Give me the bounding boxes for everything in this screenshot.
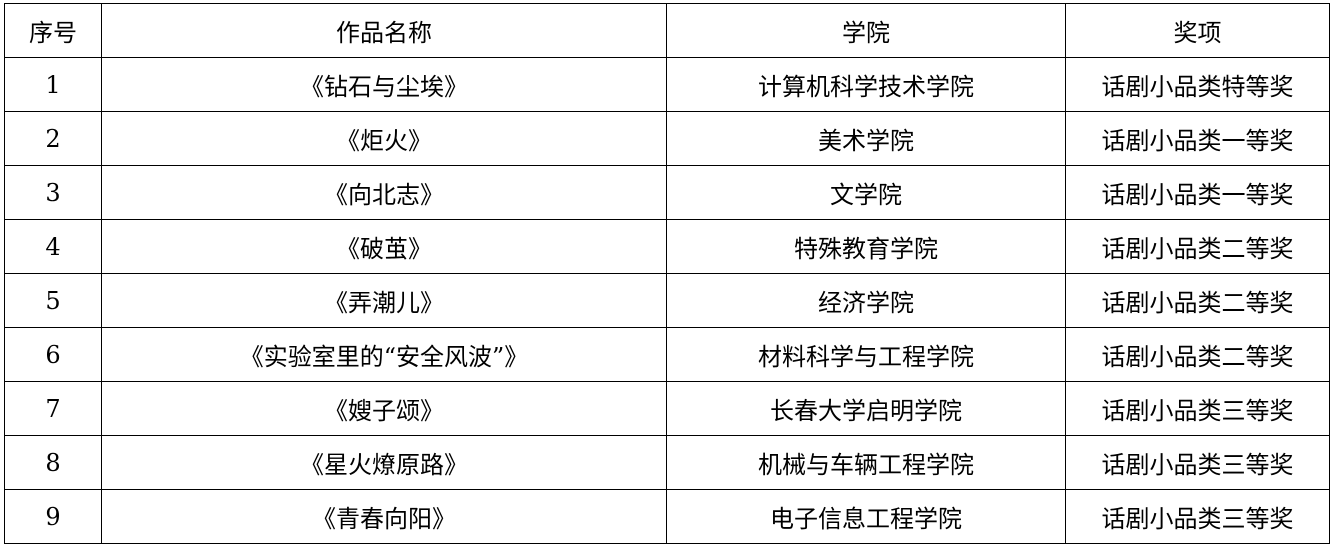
cell-no: 8 [4, 435, 102, 490]
table-row: 7 《嫂子颂》 长春大学启明学院 话剧小品类三等奖 [4, 381, 1330, 436]
cell-title: 《炬火》 [101, 111, 667, 166]
cell-no: 7 [4, 381, 102, 436]
cell-award: 话剧小品类一等奖 [1065, 165, 1330, 220]
table-row: 4 《破茧》 特殊教育学院 话剧小品类二等奖 [4, 219, 1330, 274]
cell-award: 话剧小品类三等奖 [1065, 381, 1330, 436]
cell-title: 《向北志》 [101, 165, 667, 220]
cell-award: 话剧小品类二等奖 [1065, 219, 1330, 274]
cell-award: 话剧小品类三等奖 [1065, 489, 1330, 544]
cell-no: 9 [4, 489, 102, 544]
cell-title: 《嫂子颂》 [101, 381, 667, 436]
table-row: 1 《钻石与尘埃》 计算机科学技术学院 话剧小品类特等奖 [4, 57, 1330, 112]
cell-award: 话剧小品类特等奖 [1065, 57, 1330, 112]
cell-college: 特殊教育学院 [666, 219, 1066, 274]
awards-table: 序号 作品名称 学院 奖项 1 《钻石与尘埃》 计算机科学技术学院 话剧小品类特等奖 2… [4, 3, 1330, 544]
cell-college: 美术学院 [666, 111, 1066, 166]
header-college: 学院 [666, 3, 1066, 58]
cell-no: 3 [4, 165, 102, 220]
cell-no: 6 [4, 327, 102, 382]
header-award: 奖项 [1065, 3, 1330, 58]
table-row: 8 《星火燎原路》 机械与车辆工程学院 话剧小品类三等奖 [4, 435, 1330, 490]
cell-college: 材料科学与工程学院 [666, 327, 1066, 382]
cell-no: 2 [4, 111, 102, 166]
cell-title: 《弄潮儿》 [101, 273, 667, 328]
cell-college: 计算机科学技术学院 [666, 57, 1066, 112]
header-title: 作品名称 [101, 3, 667, 58]
cell-title: 《钻石与尘埃》 [101, 57, 667, 112]
table-row: 3 《向北志》 文学院 话剧小品类一等奖 [4, 165, 1330, 220]
cell-no: 4 [4, 219, 102, 274]
cell-college: 经济学院 [666, 273, 1066, 328]
header-no: 序号 [4, 3, 102, 58]
table-row: 6 《实验室里的“安全风波”》 材料科学与工程学院 话剧小品类二等奖 [4, 327, 1330, 382]
table-row: 2 《炬火》 美术学院 话剧小品类一等奖 [4, 111, 1330, 166]
cell-title: 《实验室里的“安全风波”》 [101, 327, 667, 382]
cell-award: 话剧小品类二等奖 [1065, 273, 1330, 328]
cell-no: 1 [4, 57, 102, 112]
cell-college: 机械与车辆工程学院 [666, 435, 1066, 490]
cell-award: 话剧小品类二等奖 [1065, 327, 1330, 382]
cell-title: 《破茧》 [101, 219, 667, 274]
cell-award: 话剧小品类三等奖 [1065, 435, 1330, 490]
cell-college: 文学院 [666, 165, 1066, 220]
cell-college: 电子信息工程学院 [666, 489, 1066, 544]
cell-title: 《青春向阳》 [101, 489, 667, 544]
cell-award: 话剧小品类一等奖 [1065, 111, 1330, 166]
cell-college: 长春大学启明学院 [666, 381, 1066, 436]
cell-no: 5 [4, 273, 102, 328]
cell-title: 《星火燎原路》 [101, 435, 667, 490]
table-row: 5 《弄潮儿》 经济学院 话剧小品类二等奖 [4, 273, 1330, 328]
table-row: 9 《青春向阳》 电子信息工程学院 话剧小品类三等奖 [4, 489, 1330, 544]
header-row: 序号 作品名称 学院 奖项 [4, 3, 1330, 58]
